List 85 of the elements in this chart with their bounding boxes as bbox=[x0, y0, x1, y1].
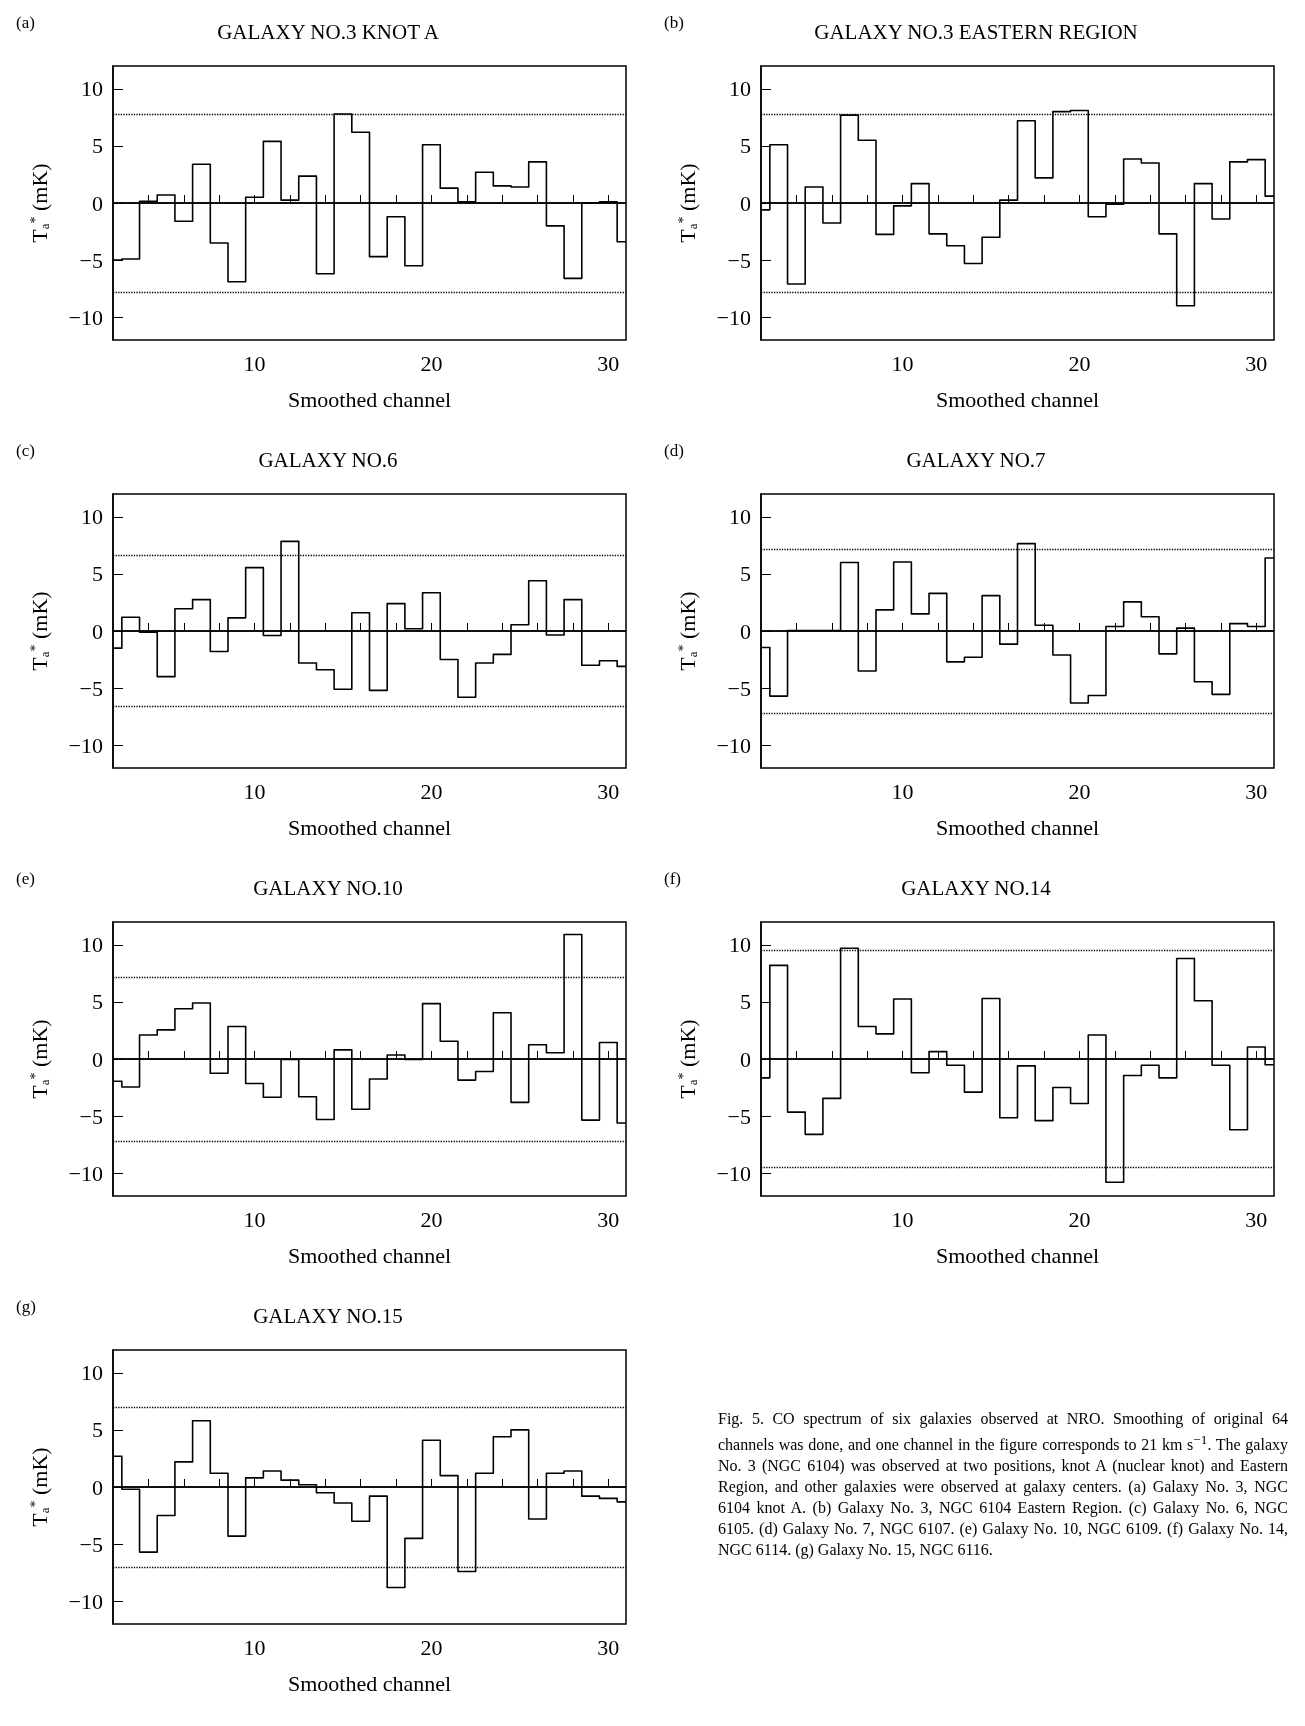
chart-title: GALAXY NO.3 KNOT A bbox=[217, 19, 440, 44]
x-tick-label: 20 bbox=[420, 1206, 443, 1232]
x-axis-title: Smoothed channel bbox=[935, 814, 1100, 840]
x-tick-label: 10 bbox=[243, 778, 266, 804]
y-tick-label: 0 bbox=[92, 618, 103, 644]
y-tick-label: 10 bbox=[81, 932, 103, 958]
y-tick-label: 5 bbox=[92, 1417, 103, 1443]
text: (d) bbox=[664, 441, 684, 460]
y-tick-label: 0 bbox=[740, 618, 751, 644]
y-tick-label: 5 bbox=[92, 989, 103, 1015]
y-tick-label: 5 bbox=[740, 561, 751, 587]
y-tick-label: 0 bbox=[92, 190, 103, 216]
chart-title: GALAXY NO.15 bbox=[253, 1303, 403, 1328]
x-tick-label: 10 bbox=[891, 778, 914, 804]
y-tick-label: −10 bbox=[68, 1588, 103, 1614]
text: (e) bbox=[16, 869, 35, 888]
x-tick-label: 20 bbox=[420, 778, 443, 804]
y-axis-title: Ta* (mK) bbox=[27, 1447, 52, 1527]
chart-title: GALAXY NO.7 bbox=[906, 447, 1046, 472]
x-axis-title: Smoothed channel bbox=[935, 1242, 1100, 1268]
y-tick-label: 5 bbox=[92, 133, 103, 159]
x-tick-label: 30 bbox=[597, 778, 620, 804]
x-tick-label: 30 bbox=[597, 350, 620, 376]
y-tick-label: 0 bbox=[92, 1474, 103, 1500]
y-tick-label: 10 bbox=[81, 504, 103, 530]
y-tick-label: 10 bbox=[729, 932, 751, 958]
y-axis-title: Ta* (mK) bbox=[675, 591, 700, 671]
x-axis-title: Smoothed channel bbox=[935, 386, 1100, 412]
x-tick-label: 10 bbox=[243, 1206, 266, 1232]
y-axis-title: Ta* (mK) bbox=[675, 163, 700, 243]
y-tick-label: −10 bbox=[68, 1160, 103, 1186]
y-tick-label: −10 bbox=[68, 732, 103, 758]
x-tick-label: 10 bbox=[243, 350, 266, 376]
y-tick-label: 10 bbox=[729, 76, 751, 102]
x-tick-label: 10 bbox=[891, 1206, 914, 1232]
chart-title: GALAXY NO.3 EASTERN REGION bbox=[814, 19, 1138, 44]
x-tick-label: 30 bbox=[1245, 350, 1268, 376]
y-tick-label: −10 bbox=[716, 732, 751, 758]
x-tick-label: 30 bbox=[1245, 1206, 1268, 1232]
text: (f) bbox=[664, 869, 681, 888]
y-tick-label: −10 bbox=[68, 304, 103, 330]
y-tick-label: −10 bbox=[716, 304, 751, 330]
y-tick-label: 5 bbox=[740, 133, 751, 159]
y-tick-label: 10 bbox=[81, 76, 103, 102]
x-tick-label: 20 bbox=[1068, 1206, 1091, 1232]
x-tick-label: 30 bbox=[597, 1206, 620, 1232]
x-tick-label: 30 bbox=[597, 1634, 620, 1660]
y-tick-label: −5 bbox=[79, 675, 103, 701]
y-axis-title: Ta* (mK) bbox=[27, 1019, 52, 1099]
y-tick-label: 5 bbox=[740, 989, 751, 1015]
x-tick-label: 30 bbox=[1245, 778, 1268, 804]
chart-title: GALAXY NO.14 bbox=[901, 875, 1052, 900]
y-tick-label: 0 bbox=[740, 190, 751, 216]
x-tick-label: 20 bbox=[1068, 778, 1091, 804]
text: (b) bbox=[664, 13, 684, 32]
chart-title: GALAXY NO.6 bbox=[258, 447, 398, 472]
text: (c) bbox=[16, 441, 35, 460]
y-tick-label: 5 bbox=[92, 561, 103, 587]
y-axis-title: Ta* (mK) bbox=[27, 591, 52, 671]
y-tick-label: −5 bbox=[727, 675, 751, 701]
x-axis-title: Smoothed channel bbox=[287, 386, 452, 412]
text: (g) bbox=[16, 1297, 36, 1316]
y-tick-label: −5 bbox=[79, 1531, 103, 1557]
x-tick-label: 20 bbox=[420, 350, 443, 376]
y-tick-label: 10 bbox=[81, 1360, 103, 1386]
x-tick-label: 20 bbox=[1068, 350, 1091, 376]
x-tick-label: 10 bbox=[243, 1634, 266, 1660]
text: Fig. 5. CO spectrum of six galaxies observed at NRO. Smoothing of original 64 channels was done, and one channel in the figure corresponds to 21 km s$^{−1}$. The galaxy No. 3 (NGC 6104) was observed at two positions, knot A (nuclear knot) and Eastern Region, and other galaxies were observed at galaxy centers. (a) Galaxy No. 3, NGC 6104 knot A. (b) Galaxy No. 3, NGC 6104 Eastern Region. (c) Galaxy No. 6, NGC 6105. (d) Galaxy No. 7, NGC 6107. (e) Galaxy No. 10, NGC 6109. (f) Galaxy No. 14, NGC 6114. (g) Galaxy No. 15, NGC 6116. bbox=[718, 1410, 1288, 1559]
x-axis-title: Smoothed channel bbox=[287, 1670, 452, 1696]
y-tick-label: −5 bbox=[79, 247, 103, 273]
x-axis-title: Smoothed channel bbox=[287, 814, 452, 840]
x-axis-title: Smoothed channel bbox=[287, 1242, 452, 1268]
y-axis-title: Ta* (mK) bbox=[27, 163, 52, 243]
y-tick-label: −10 bbox=[716, 1160, 751, 1186]
y-tick-label: 0 bbox=[92, 1046, 103, 1072]
x-tick-label: 10 bbox=[891, 350, 914, 376]
text: (a) bbox=[16, 13, 35, 32]
y-tick-label: −5 bbox=[727, 247, 751, 273]
y-tick-label: −5 bbox=[79, 1103, 103, 1129]
y-tick-label: 0 bbox=[740, 1046, 751, 1072]
y-tick-label: −5 bbox=[727, 1103, 751, 1129]
chart-title: GALAXY NO.10 bbox=[253, 875, 403, 900]
y-tick-label: 10 bbox=[729, 504, 751, 530]
y-axis-title: Ta* (mK) bbox=[675, 1019, 700, 1099]
x-tick-label: 20 bbox=[420, 1634, 443, 1660]
